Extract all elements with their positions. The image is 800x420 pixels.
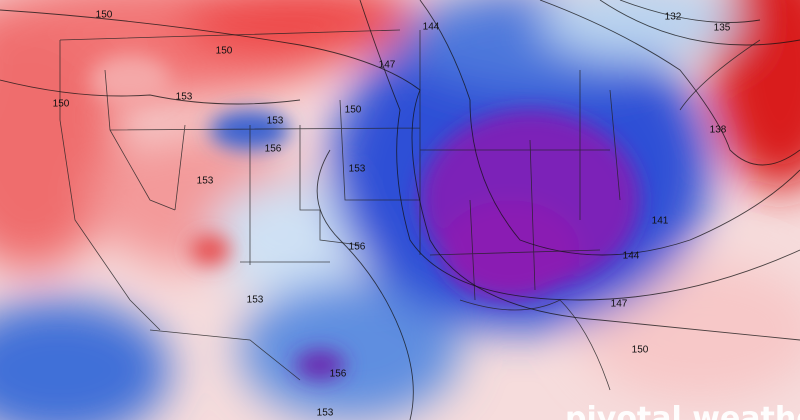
contour-label: 150 [345,105,362,116]
contour-label: 153 [349,164,366,175]
contour-label: 150 [53,99,70,110]
contour-label: 147 [379,60,396,71]
contour-label: 144 [623,251,640,262]
contour-label: 156 [265,144,282,155]
contour-label: 147 [611,299,628,310]
contour-label: 150 [632,345,649,356]
watermark: pivotal weather [565,401,800,420]
contour-label: 144 [423,22,440,33]
contour-label: 153 [176,92,193,103]
contour-label: 138 [710,125,727,136]
state-borders [59,29,761,391]
contour-label: 156 [330,369,347,380]
contour-label: 150 [216,46,233,57]
contour-label: 150 [96,10,113,21]
contour-label: 156 [349,242,366,253]
contour-label: 132 [665,12,682,23]
contour-label: 153 [247,295,264,306]
contour-labels: 150 150 150 153 153 156 153 150 147 144 … [53,10,731,419]
contour-label: 135 [714,23,731,34]
contour-label: 153 [317,408,334,419]
contour-label: 141 [652,216,669,227]
contour-label: 153 [197,176,214,187]
contour-label: 153 [267,116,284,127]
